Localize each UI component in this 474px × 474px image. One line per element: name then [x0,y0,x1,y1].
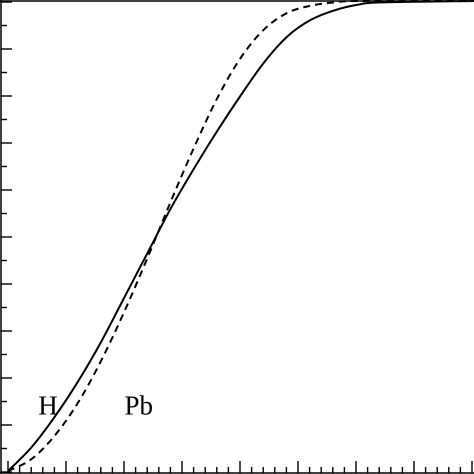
series-labels: H Pb [38,391,153,421]
series-curves [7,0,474,472]
series-line-pb [7,0,474,472]
series-label-pb: Pb [125,391,154,421]
series-line-h [7,0,474,472]
series-label-h: H [38,391,58,421]
